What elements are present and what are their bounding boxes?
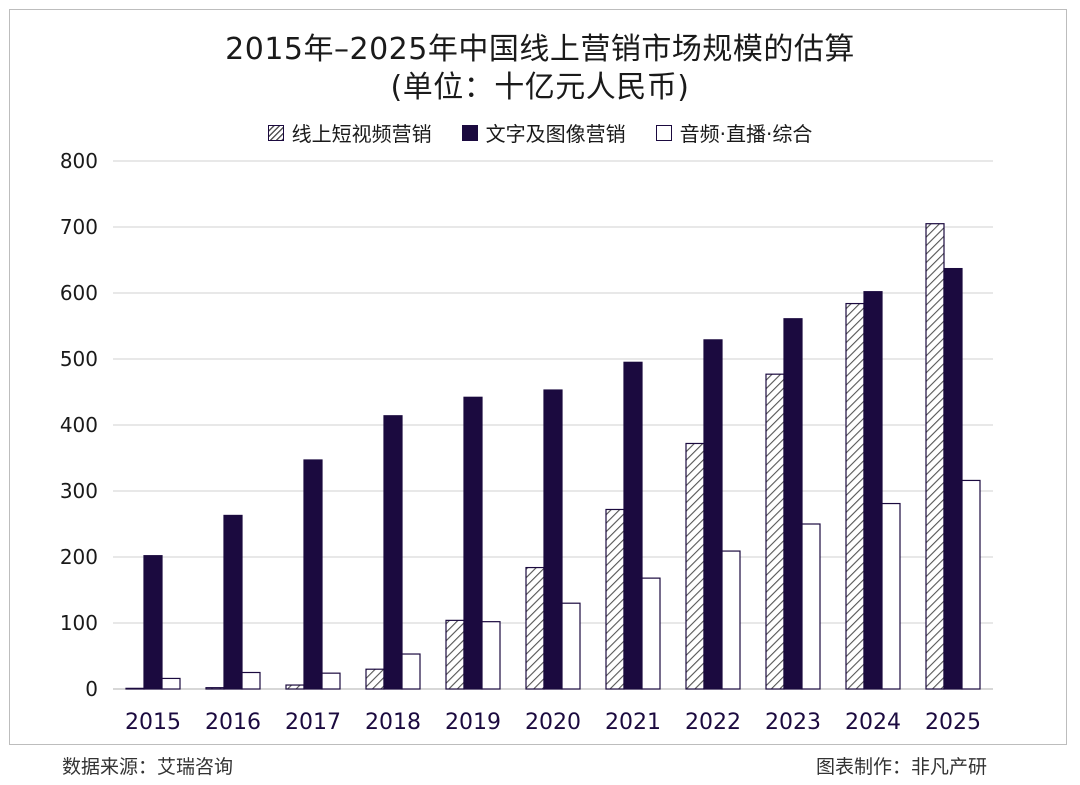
bar-audio-live — [881, 502, 901, 690]
legend-swatch-solid — [461, 124, 478, 141]
legend-label: 音频·直播·综合 — [679, 122, 813, 146]
bar-short-video — [845, 302, 865, 690]
y-tick-label: 400 — [60, 413, 98, 437]
bar-text-image — [143, 555, 163, 690]
legend-item-short-video: 线上短视频营销 — [267, 118, 432, 147]
bar-audio-live — [961, 479, 981, 690]
y-tick-label: 0 — [85, 677, 98, 701]
bar-text-image — [303, 459, 323, 690]
bar-short-video — [365, 668, 385, 690]
legend-swatch-hatched — [267, 124, 284, 141]
credit-note: 图表制作：非凡产研 — [816, 756, 988, 778]
bar-text-image — [783, 318, 803, 690]
bar-short-video — [525, 566, 545, 690]
y-tick-label: 200 — [60, 545, 98, 569]
bar-short-video — [445, 619, 465, 690]
bar-audio-live — [641, 577, 661, 690]
x-tick-label: 2023 — [765, 710, 821, 735]
legend-label: 文字及图像营销 — [485, 122, 626, 146]
chart-subtitle: (单位：十亿元人民币) — [390, 70, 690, 105]
bar-text-image — [383, 415, 403, 690]
bar-audio-live — [241, 671, 261, 690]
x-tick-label: 2018 — [365, 710, 421, 735]
y-tick-label: 500 — [60, 347, 98, 371]
x-tick-label: 2017 — [285, 710, 341, 735]
bar-text-image — [703, 339, 723, 690]
x-tick-label: 2022 — [685, 710, 741, 735]
x-tick-label: 2015 — [125, 710, 181, 735]
bar-text-image — [223, 514, 243, 690]
bar-short-video — [765, 373, 785, 690]
x-tick-label: 2020 — [525, 710, 581, 735]
bar-short-video — [205, 687, 225, 690]
legend: 线上短视频营销 文字及图像营销 音频·直播·综合 — [0, 118, 1080, 147]
legend-swatch-white — [655, 124, 672, 141]
bar-audio-live — [561, 602, 581, 690]
legend-label: 线上短视频营销 — [291, 122, 432, 146]
x-tick-label: 2024 — [845, 710, 901, 735]
bar-text-image — [623, 361, 643, 690]
x-tick-label: 2021 — [605, 710, 661, 735]
bar-text-image — [863, 291, 883, 690]
bar-text-image — [463, 396, 483, 690]
bar-short-video — [685, 442, 705, 690]
chart-title: 2015年–2025年中国线上营销市场规模的估算 — [225, 32, 855, 67]
bar-audio-live — [721, 550, 741, 690]
legend-item-audio-live: 音频·直播·综合 — [655, 118, 813, 147]
bar-audio-live — [321, 672, 341, 690]
y-tick-label: 100 — [60, 611, 98, 635]
bar-audio-live — [401, 653, 421, 690]
bar-text-image — [943, 267, 963, 690]
bar-short-video — [925, 223, 945, 690]
x-tick-label: 2019 — [445, 710, 501, 735]
y-tick-label: 800 — [60, 149, 98, 173]
y-tick-label: 700 — [60, 215, 98, 239]
bar-audio-live — [801, 523, 821, 690]
bar-audio-live — [481, 621, 501, 690]
bar-short-video — [125, 687, 145, 690]
y-tick-label: 300 — [60, 479, 98, 503]
bar-text-image — [543, 389, 563, 690]
bar-short-video — [285, 684, 305, 690]
bar-audio-live — [161, 677, 181, 690]
source-note: 数据来源：艾瑞咨询 — [62, 756, 234, 778]
bar-short-video — [605, 508, 625, 690]
x-tick-label: 2016 — [205, 710, 261, 735]
legend-item-text-image: 文字及图像营销 — [461, 118, 626, 147]
x-tick-label: 2025 — [925, 710, 981, 735]
y-tick-label: 600 — [60, 281, 98, 305]
